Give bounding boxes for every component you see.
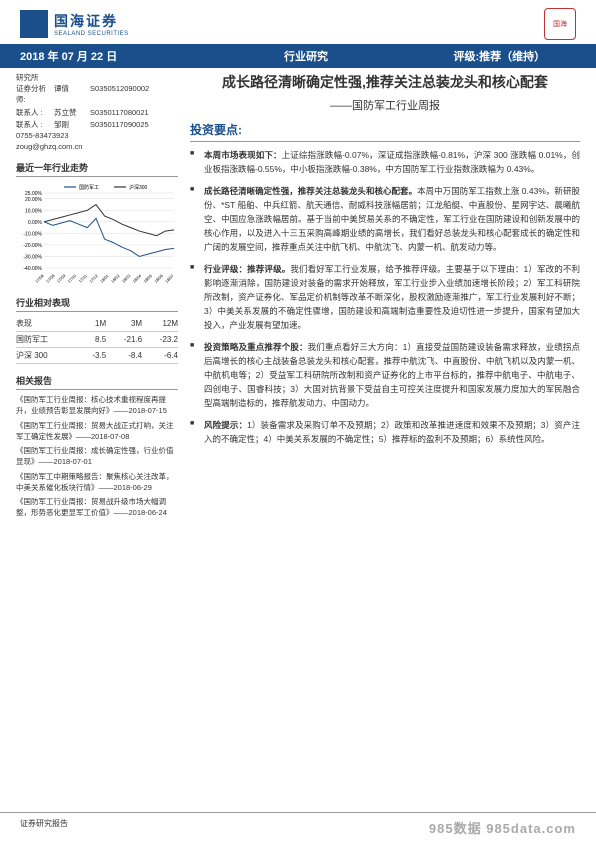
report-main-title: 成长路径清晰确定性强,推荐关注总装龙头和核心配套 <box>190 72 580 93</box>
svg-text:25.00%: 25.00% <box>25 191 43 197</box>
report-sub-title: ——国防军工行业周报 <box>190 97 580 113</box>
watermark: 985数据 985data.com <box>429 818 576 837</box>
company-name-en: SEALAND SECURITIES <box>54 31 129 37</box>
investment-bullet: 风险提示：1）装备需求及采购订单不及预期；2）政策和改革推进速度和效果不及预期；… <box>190 418 580 446</box>
contact-row: 联系人 :邹刚S0350117090025 <box>16 119 178 130</box>
svg-text:-20.00%: -20.00% <box>23 243 42 249</box>
svg-text:国防军工: 国防军工 <box>79 184 99 191</box>
info-bar: 2018 年 07 月 22 日 行业研究 评级:推荐（维持） <box>0 44 596 68</box>
svg-text:0.00%: 0.00% <box>28 220 43 226</box>
svg-text:18/02: 18/02 <box>110 273 121 284</box>
logo-icon <box>20 10 48 38</box>
investment-points-head: 投资要点: <box>190 121 580 142</box>
investment-bullet: 本周市场表现如下：上证综指涨跌幅-0.07%，深证成指涨跌幅-0.81%，沪深 … <box>190 148 580 176</box>
performance-table: 表现1M3M12M国防军工8.5-21.6-23.2沪深 300-3.5-8.4… <box>16 316 178 364</box>
company-name-cn: 国海证券 <box>54 11 129 31</box>
svg-text:17/11: 17/11 <box>78 273 89 284</box>
related-title: 相关报告 <box>16 374 178 390</box>
seal-stamp: 国海 <box>544 8 576 40</box>
page-footer: 证券研究报告 985数据 985data.com <box>0 812 596 842</box>
investment-bullet: 投资策略及重点推荐个股：我们重点看好三大方向：1）直接受益国防建设装备需求释放，… <box>190 340 580 410</box>
svg-text:20.00%: 20.00% <box>25 197 43 203</box>
report-category: 行业研究 <box>209 48 402 64</box>
svg-text:17/09: 17/09 <box>56 273 67 284</box>
investment-bullet: 成长路径清晰确定性强，推荐关注总装龙头和核心配套。本周中万国防军工指数上涨 0.… <box>190 184 580 254</box>
related-report-item: 《国防军工行业周报：核心技术重视程度再提升，业绩预告彰显发展向好》——2018-… <box>16 394 178 417</box>
svg-text:18/05: 18/05 <box>142 273 153 284</box>
svg-text:-30.00%: -30.00% <box>23 254 42 260</box>
investment-bullets: 本周市场表现如下：上证综指涨跌幅-0.07%，深证成指涨跌幅-0.81%，沪深 … <box>190 148 580 446</box>
chart-title: 最近一年行业走势 <box>16 161 178 177</box>
report-date: 2018 年 07 月 22 日 <box>0 48 209 64</box>
phone: 0755-83473923 <box>16 131 178 140</box>
svg-text:17/10: 17/10 <box>67 273 78 284</box>
svg-text:18/07: 18/07 <box>164 273 175 284</box>
svg-text:18/03: 18/03 <box>121 273 132 284</box>
perf-title: 行业相对表现 <box>16 296 178 312</box>
related-reports-list: 《国防军工行业周报：核心技术重视程度再提升，业绩预告彰显发展向好》——2018-… <box>16 394 178 519</box>
svg-text:10.00%: 10.00% <box>25 208 43 214</box>
report-rating: 评级:推荐（维持） <box>403 48 596 64</box>
dept-label: 研究所 <box>16 72 178 83</box>
related-report-item: 《国防军工行业周报：贸易大战正式打响，关注军工确定性发展》——2018-07-0… <box>16 420 178 443</box>
footer-left: 证券研究报告 <box>20 818 68 837</box>
svg-text:18/01: 18/01 <box>99 273 110 284</box>
svg-text:17/08: 17/08 <box>45 273 56 284</box>
svg-text:18/04: 18/04 <box>132 273 143 284</box>
related-report-item: 《国防军工行业周报：贸易战升级市场大幅调整，形势恶化更显军工价值》——2018-… <box>16 496 178 519</box>
svg-text:沪深300: 沪深300 <box>129 184 148 191</box>
related-report-item: 《国防军工行业周报：成长确定性强，行业价值显现》——2018-07-01 <box>16 445 178 468</box>
svg-text:17/08: 17/08 <box>34 273 45 284</box>
svg-text:18/06: 18/06 <box>153 273 164 284</box>
company-logo: 国海证券 SEALAND SECURITIES <box>20 10 129 38</box>
related-report-item: 《国防军工中期策略报告：聚焦核心关注改革，中美关系催化板块行情》——2018-0… <box>16 471 178 494</box>
contact-row: 联系人 :苏立赞S0350117080021 <box>16 107 178 118</box>
email: zoug@ghzq.com.cn <box>16 142 178 151</box>
svg-text:-40.00%: -40.00% <box>23 266 42 272</box>
investment-bullet: 行业评级：推荐评级。我们看好军工行业发展，给予推荐评级。主要基于以下理由：1）军… <box>190 262 580 332</box>
contact-row: 证券分析师:谭倩S0350512090002 <box>16 83 178 106</box>
svg-text:-10.00%: -10.00% <box>23 231 42 237</box>
trend-chart: -40.00% -30.00% -20.00% -10.00% 0.00% 10.00% 2… <box>16 181 178 286</box>
svg-text:17/12: 17/12 <box>88 273 99 284</box>
